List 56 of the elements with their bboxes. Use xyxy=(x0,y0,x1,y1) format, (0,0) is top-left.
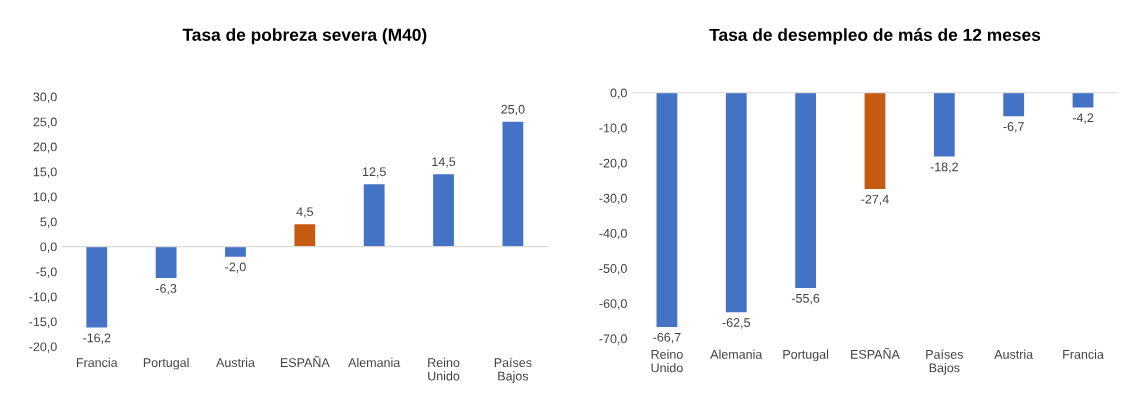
data-label: -18,2 xyxy=(930,162,958,173)
bar xyxy=(225,246,246,257)
y-tick-label: -70,0 xyxy=(599,334,627,345)
data-label: -27,4 xyxy=(861,194,889,206)
y-tick-label: -40,0 xyxy=(599,228,627,240)
data-label: 4,5 xyxy=(296,207,313,218)
y-tick-label: -50,0 xyxy=(599,264,627,275)
data-label: -6,7 xyxy=(1003,122,1024,133)
data-label: 25,0 xyxy=(501,104,525,116)
y-tick-label: -10,0 xyxy=(29,292,57,303)
y-tick-label: 20,0 xyxy=(33,142,57,153)
y-tick-label: -10,0 xyxy=(599,123,627,134)
x-tick-label: Austria xyxy=(994,349,1034,359)
bar xyxy=(433,174,454,247)
chart-title: Tasa de pobreza severa (M40) xyxy=(182,28,427,45)
y-tick-label: -30,0 xyxy=(599,193,627,205)
y-tick-label: 30,0 xyxy=(33,92,57,103)
bar xyxy=(294,224,316,247)
y-tick-label: -5,0 xyxy=(36,267,57,278)
data-label: -66,7 xyxy=(653,332,681,344)
y-tick-label: 15,0 xyxy=(33,167,57,178)
y-tick-label: 25,0 xyxy=(33,117,57,128)
bar xyxy=(363,184,385,247)
x-tick-label: Portugal xyxy=(783,349,829,362)
data-label: -16,2 xyxy=(83,333,111,344)
y-tick-label: -60,0 xyxy=(599,299,627,310)
y-tick-label: 0,0 xyxy=(610,88,627,99)
y-tick-label: -20,0 xyxy=(29,342,57,353)
x-tick-label: ESPAÑA xyxy=(851,347,900,359)
data-label: 14,5 xyxy=(432,157,456,168)
bar xyxy=(502,121,524,247)
y-tick-label: -15,0 xyxy=(29,317,57,328)
data-label: -62,5 xyxy=(722,318,750,329)
data-label: -4,2 xyxy=(1072,113,1094,124)
x-tick-label: Reino Unido xyxy=(428,357,460,381)
bar xyxy=(86,246,108,328)
x-tick-label: Francia xyxy=(76,357,118,368)
x-tick-label: ESPAÑA xyxy=(280,355,330,368)
data-label: -55,6 xyxy=(791,293,820,305)
data-label: 12,5 xyxy=(362,167,386,178)
x-tick-label: Francia xyxy=(1063,349,1104,359)
y-tick-label: 10,0 xyxy=(33,192,57,203)
x-tick-label: Países Bajos xyxy=(494,357,532,383)
data-label: -6,3 xyxy=(155,284,177,295)
x-tick-label: Países Bajos xyxy=(926,349,963,375)
data-label: -2,0 xyxy=(225,262,246,273)
x-tick-label: Alemania xyxy=(710,349,763,359)
bar xyxy=(155,246,177,279)
x-tick-label: Portugal xyxy=(143,357,189,370)
x-tick-label: Reino Unido xyxy=(651,349,683,373)
y-tick-label: 0,0 xyxy=(40,242,57,253)
x-tick-label: Alemania xyxy=(348,357,401,368)
y-tick-label: 5,0 xyxy=(40,217,57,228)
chart-title: Tasa de desempleo de más de 12 meses xyxy=(709,28,1041,45)
x-tick-label: Austria xyxy=(216,357,255,368)
y-tick-label: -20,0 xyxy=(599,158,627,170)
